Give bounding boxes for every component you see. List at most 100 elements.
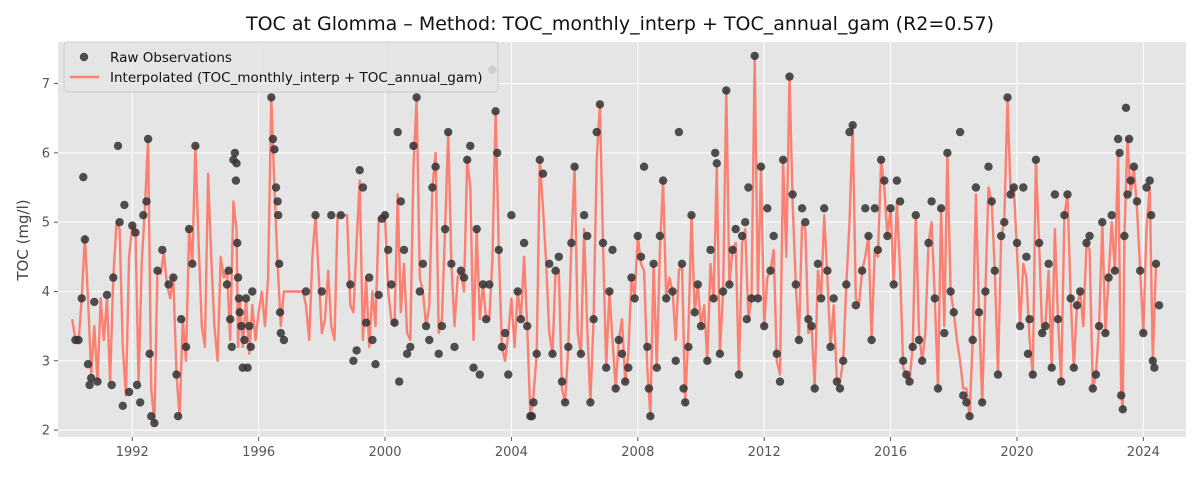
observation-point xyxy=(1101,328,1110,338)
observation-point xyxy=(1151,259,1161,268)
observation-point xyxy=(270,145,279,154)
observation-point xyxy=(801,218,810,227)
observation-point xyxy=(658,176,668,185)
observation-point xyxy=(507,211,516,220)
x-tick-label: 2004 xyxy=(495,445,528,460)
observation-point xyxy=(90,297,99,307)
observation-point xyxy=(1057,377,1066,386)
observation-point xyxy=(753,294,763,303)
observation-point xyxy=(384,245,393,255)
observation-point xyxy=(997,231,1006,241)
observation-point xyxy=(145,349,154,358)
observation-point xyxy=(772,349,781,358)
observation-point xyxy=(428,183,437,192)
interpolated-line xyxy=(71,54,1158,425)
observation-point xyxy=(968,335,977,345)
observation-point xyxy=(234,294,244,303)
observation-point xyxy=(352,346,361,355)
observation-point xyxy=(393,127,402,137)
observation-point xyxy=(867,335,876,345)
observation-point xyxy=(681,398,690,407)
observation-point xyxy=(807,321,816,331)
observation-point xyxy=(677,259,687,268)
x-tick-label: 2012 xyxy=(748,445,781,460)
observation-point xyxy=(523,321,532,331)
observation-point xyxy=(570,162,579,171)
observation-point xyxy=(554,252,563,261)
observation-point xyxy=(949,308,958,317)
observation-point xyxy=(788,190,797,199)
observation-point xyxy=(564,342,573,352)
observation-point xyxy=(279,335,289,345)
observation-point xyxy=(804,315,813,324)
observation-point xyxy=(395,377,404,386)
observation-point xyxy=(169,273,178,282)
observation-point xyxy=(548,349,557,358)
legend-label-line: Interpolated (TOC_monthly_interp + TOC_a… xyxy=(110,70,483,86)
observation-point xyxy=(532,349,541,358)
observation-point xyxy=(109,273,118,282)
observation-point xyxy=(131,228,140,237)
observation-point xyxy=(617,349,627,358)
observation-point xyxy=(984,162,993,171)
observation-point xyxy=(813,259,823,268)
observation-point xyxy=(358,183,368,192)
legend-box xyxy=(63,41,499,93)
x-tick-label: 2000 xyxy=(368,445,401,460)
observation-point xyxy=(602,363,611,372)
observation-point xyxy=(876,155,886,164)
observation-point xyxy=(77,294,86,303)
observation-point xyxy=(742,315,751,324)
observation-point xyxy=(810,384,819,393)
observation-point xyxy=(466,141,475,151)
x-tick-label: 2008 xyxy=(621,445,654,460)
observation-point xyxy=(275,308,285,317)
observation-point xyxy=(80,235,90,244)
observation-point xyxy=(1139,328,1148,338)
observation-point xyxy=(230,148,240,158)
observation-point xyxy=(226,315,235,324)
observation-point xyxy=(1044,259,1053,268)
observation-point xyxy=(538,169,548,178)
observation-point xyxy=(478,280,488,289)
observation-point xyxy=(826,342,835,352)
x-tick-label: 1996 xyxy=(242,445,275,460)
observation-point xyxy=(889,280,898,289)
observation-point xyxy=(1022,252,1031,261)
observation-point xyxy=(993,370,1003,379)
observation-point xyxy=(271,183,281,192)
observation-point xyxy=(674,127,684,137)
observation-point xyxy=(516,315,526,324)
observation-point xyxy=(1123,190,1132,199)
observation-point xyxy=(248,287,257,296)
axis-ticks: 1992 1996 2000 2004 2008 2012 2016 2020 2024 2 3 4 5… xyxy=(42,77,1160,460)
observation-point xyxy=(933,384,943,393)
observation-point xyxy=(412,93,421,102)
observation-point xyxy=(557,377,567,386)
observation-point xyxy=(832,377,842,386)
observation-point xyxy=(1124,134,1134,144)
observation-point xyxy=(374,290,383,300)
observation-point xyxy=(690,308,699,317)
observation-point xyxy=(336,211,345,220)
observation-point xyxy=(1028,370,1038,379)
observation-point xyxy=(497,342,507,352)
observation-point xyxy=(1038,328,1047,338)
observation-point xyxy=(560,398,570,407)
observation-point xyxy=(173,412,183,421)
observation-point xyxy=(1050,190,1060,199)
observation-point xyxy=(611,384,620,393)
observation-point xyxy=(706,245,715,255)
interpolated-line-series xyxy=(71,54,1158,425)
observation-point xyxy=(1094,321,1104,331)
observation-point xyxy=(990,266,999,275)
observation-point xyxy=(327,211,336,220)
observation-point xyxy=(873,245,883,255)
observation-point xyxy=(633,231,642,241)
observation-point xyxy=(275,259,284,268)
observation-point xyxy=(150,418,159,428)
observation-point xyxy=(794,335,804,345)
observation-point xyxy=(224,266,233,275)
observation-point xyxy=(415,287,424,296)
observation-point xyxy=(668,287,677,296)
